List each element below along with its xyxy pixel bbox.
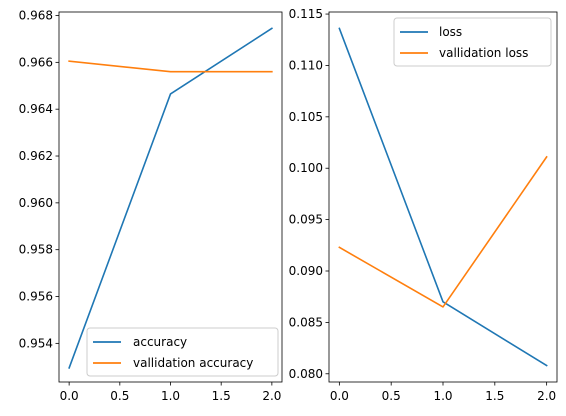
legend-label-accuracy: accuracy: [133, 335, 187, 349]
y-tick-label: 0.095: [289, 213, 323, 227]
y-tick-label: 0.115: [289, 7, 323, 21]
y-tick-label: 0.960: [19, 196, 53, 210]
loss-plot-area: [328, 11, 558, 383]
x-tick-label: 0.5: [382, 389, 401, 403]
accuracy-plot-area: [58, 11, 283, 383]
y-tick-label: 0.105: [289, 110, 323, 124]
y-tick-label: 0.966: [19, 55, 53, 69]
series-line-vallidation-accuracy: [68, 60, 273, 73]
y-tick-label: 0.085: [289, 315, 323, 329]
x-tick-label: 1.0: [161, 389, 180, 403]
loss-axis-ticks: 0.0 0.5 1.0 1.5 2.0 0.080 0.085 0.090 0.095 0.100…: [289, 7, 557, 403]
x-tick-label: 1.5: [212, 389, 231, 403]
y-tick-label: 0.090: [289, 264, 323, 278]
x-tick-label: 0.5: [110, 389, 129, 403]
x-tick-label: 0.0: [330, 389, 349, 403]
loss-chart: 0.0 0.5 1.0 1.5 2.0 0.080 0.085 0.090 0.095 0.100…: [289, 7, 558, 403]
loss-legend-box: [393, 17, 552, 67]
y-tick-label: 0.962: [19, 149, 53, 163]
x-tick-label: 2.0: [262, 389, 281, 403]
x-tick-label: 1.5: [485, 389, 504, 403]
x-tick-label: 1.0: [433, 389, 452, 403]
x-tick-label: 2.0: [537, 389, 556, 403]
x-tick-label: 0.0: [60, 389, 79, 403]
y-tick-label: 0.080: [289, 367, 323, 381]
y-tick-label: 0.100: [289, 161, 323, 175]
series-line-loss: [338, 27, 548, 367]
series-line-vallidation-loss: [338, 155, 548, 308]
loss-legend: loss vallidation loss: [393, 17, 552, 67]
y-tick-label: 0.956: [19, 290, 53, 304]
legend-label-vallidation-loss: vallidation loss: [439, 46, 528, 60]
accuracy-legend: accuracy vallidation accuracy: [86, 327, 279, 377]
y-tick-label: 0.110: [289, 58, 323, 72]
y-tick-label: 0.964: [19, 102, 53, 116]
legend-label-loss: loss: [439, 25, 462, 39]
series-line-accuracy: [68, 27, 273, 369]
accuracy-chart: 0.0 0.5 1.0 1.5 2.0 0.954 0.956 0.958 0.960 0.962…: [19, 9, 283, 403]
legend-label-vallidation-accuracy: vallidation accuracy: [133, 356, 253, 370]
y-tick-label: 0.968: [19, 9, 53, 23]
y-tick-label: 0.954: [19, 336, 53, 350]
accuracy-legend-box: [86, 327, 279, 377]
accuracy-axis-ticks: 0.0 0.5 1.0 1.5 2.0 0.954 0.956 0.958 0.960 0.962…: [19, 9, 282, 403]
accuracy-series: [68, 27, 273, 369]
y-tick-label: 0.958: [19, 243, 53, 257]
loss-series: [338, 27, 548, 367]
